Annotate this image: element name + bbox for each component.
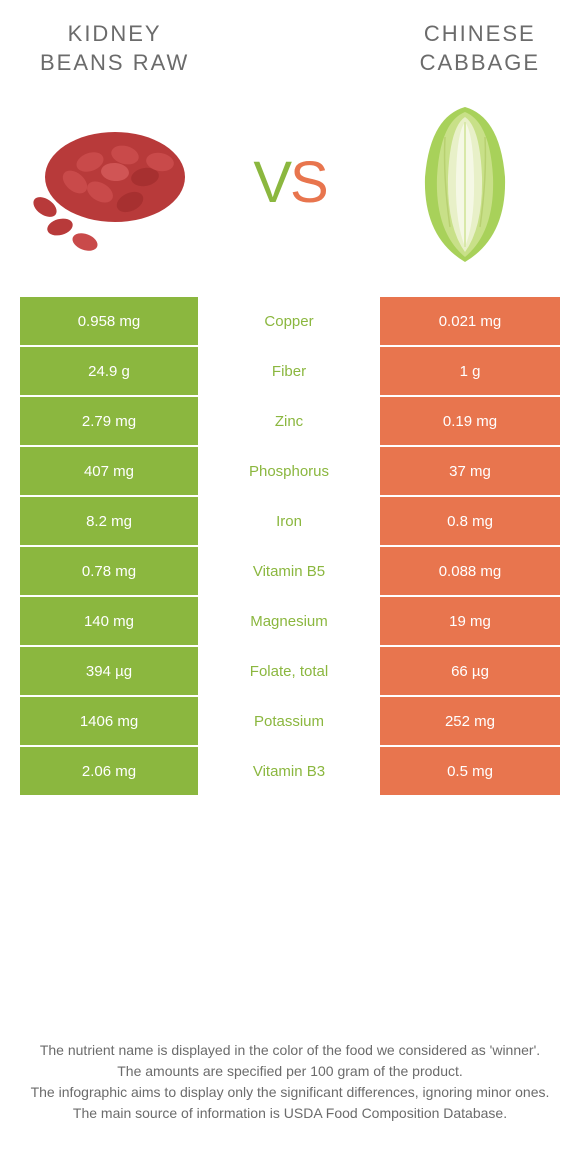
images-row: VS bbox=[0, 87, 580, 297]
nutrient-name: Folate, total bbox=[200, 647, 380, 695]
header: KIDNEY BEANS RAW CHINESE CABBAGE bbox=[0, 0, 580, 87]
footer: The nutrient name is displayed in the co… bbox=[0, 1040, 580, 1124]
nutrient-name: Zinc bbox=[200, 397, 380, 445]
chinese-cabbage-icon bbox=[395, 97, 535, 267]
vs-v: V bbox=[253, 150, 290, 215]
right-value: 1 g bbox=[380, 347, 560, 395]
nutrient-table: 0.958 mgCopper0.021 mg24.9 gFiber1 g2.79… bbox=[20, 297, 560, 797]
nutrient-name: Vitamin B3 bbox=[200, 747, 380, 795]
nutrient-name: Vitamin B5 bbox=[200, 547, 380, 595]
left-value: 2.06 mg bbox=[20, 747, 200, 795]
footer-line4: The main source of information is USDA F… bbox=[30, 1103, 550, 1124]
right-food-title: CHINESE CABBAGE bbox=[420, 20, 540, 77]
vs-s: S bbox=[290, 150, 327, 215]
footer-line3: The infographic aims to display only the… bbox=[30, 1082, 550, 1103]
nutrient-row: 1406 mgPotassium252 mg bbox=[20, 697, 560, 747]
left-value: 140 mg bbox=[20, 597, 200, 645]
footer-line1: The nutrient name is displayed in the co… bbox=[30, 1040, 550, 1061]
nutrient-row: 0.78 mgVitamin B50.088 mg bbox=[20, 547, 560, 597]
left-value: 0.78 mg bbox=[20, 547, 200, 595]
left-title-line2: BEANS RAW bbox=[40, 50, 189, 75]
nutrient-name: Potassium bbox=[200, 697, 380, 745]
nutrient-row: 8.2 mgIron0.8 mg bbox=[20, 497, 560, 547]
left-food-title: KIDNEY BEANS RAW bbox=[40, 20, 189, 77]
left-value: 0.958 mg bbox=[20, 297, 200, 345]
nutrient-row: 407 mgPhosphorus37 mg bbox=[20, 447, 560, 497]
left-food-image bbox=[30, 97, 200, 267]
kidney-beans-icon bbox=[30, 107, 200, 257]
right-value: 0.5 mg bbox=[380, 747, 560, 795]
right-title-line1: CHINESE bbox=[424, 21, 536, 46]
nutrient-name: Magnesium bbox=[200, 597, 380, 645]
nutrient-row: 2.79 mgZinc0.19 mg bbox=[20, 397, 560, 447]
left-title-line1: KIDNEY bbox=[68, 21, 162, 46]
right-value: 19 mg bbox=[380, 597, 560, 645]
nutrient-name: Phosphorus bbox=[200, 447, 380, 495]
left-value: 2.79 mg bbox=[20, 397, 200, 445]
nutrient-row: 2.06 mgVitamin B30.5 mg bbox=[20, 747, 560, 797]
nutrient-name: Copper bbox=[200, 297, 380, 345]
right-value: 0.021 mg bbox=[380, 297, 560, 345]
nutrient-row: 24.9 gFiber1 g bbox=[20, 347, 560, 397]
left-value: 394 µg bbox=[20, 647, 200, 695]
right-value: 37 mg bbox=[380, 447, 560, 495]
footer-line2: The amounts are specified per 100 gram o… bbox=[30, 1061, 550, 1082]
left-value: 1406 mg bbox=[20, 697, 200, 745]
nutrient-row: 140 mgMagnesium19 mg bbox=[20, 597, 560, 647]
nutrient-name: Iron bbox=[200, 497, 380, 545]
right-title-line2: CABBAGE bbox=[420, 50, 540, 75]
right-food-image bbox=[380, 97, 550, 267]
right-value: 66 µg bbox=[380, 647, 560, 695]
nutrient-row: 394 µgFolate, total66 µg bbox=[20, 647, 560, 697]
left-value: 24.9 g bbox=[20, 347, 200, 395]
nutrient-name: Fiber bbox=[200, 347, 380, 395]
right-value: 0.8 mg bbox=[380, 497, 560, 545]
right-value: 252 mg bbox=[380, 697, 560, 745]
nutrient-row: 0.958 mgCopper0.021 mg bbox=[20, 297, 560, 347]
right-value: 0.088 mg bbox=[380, 547, 560, 595]
right-value: 0.19 mg bbox=[380, 397, 560, 445]
left-value: 8.2 mg bbox=[20, 497, 200, 545]
vs-label: VS bbox=[253, 149, 326, 216]
left-value: 407 mg bbox=[20, 447, 200, 495]
